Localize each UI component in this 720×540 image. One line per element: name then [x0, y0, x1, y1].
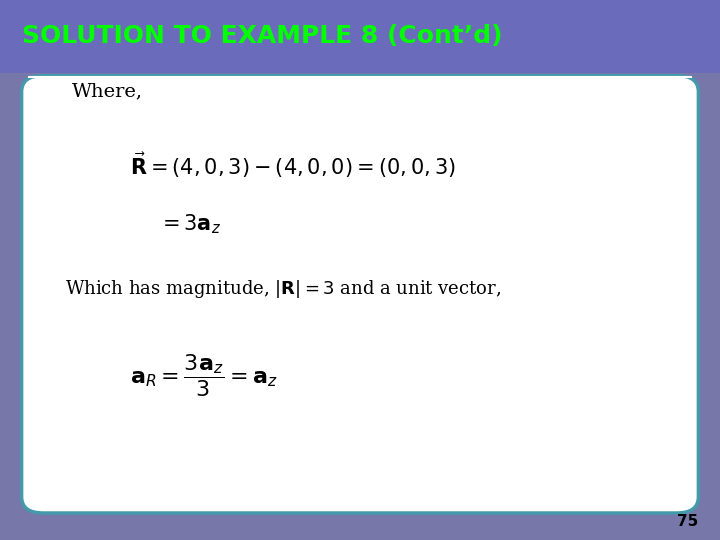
Text: $\vec{\mathbf{R}} = (4,0,3) - (4,0,0) = (0,0,3)$: $\vec{\mathbf{R}} = (4,0,3) - (4,0,0) = …: [130, 150, 455, 180]
Text: 75: 75: [677, 514, 698, 529]
Text: SOLUTION TO EXAMPLE 8 (Cont’d): SOLUTION TO EXAMPLE 8 (Cont’d): [22, 24, 502, 49]
Text: Which has magnitude, $|\mathbf{R}| = 3$ and a unit vector,: Which has magnitude, $|\mathbf{R}| = 3$ …: [65, 278, 501, 300]
FancyBboxPatch shape: [22, 76, 698, 513]
FancyBboxPatch shape: [0, 0, 720, 73]
Text: $= 3\mathbf{a}_{z}$: $= 3\mathbf{a}_{z}$: [158, 212, 222, 236]
Text: $\mathbf{a}_{R} = \dfrac{3\mathbf{a}_{z}}{3} = \mathbf{a}_{z}$: $\mathbf{a}_{R} = \dfrac{3\mathbf{a}_{z}…: [130, 352, 277, 399]
Text: Where,: Where,: [72, 83, 143, 101]
